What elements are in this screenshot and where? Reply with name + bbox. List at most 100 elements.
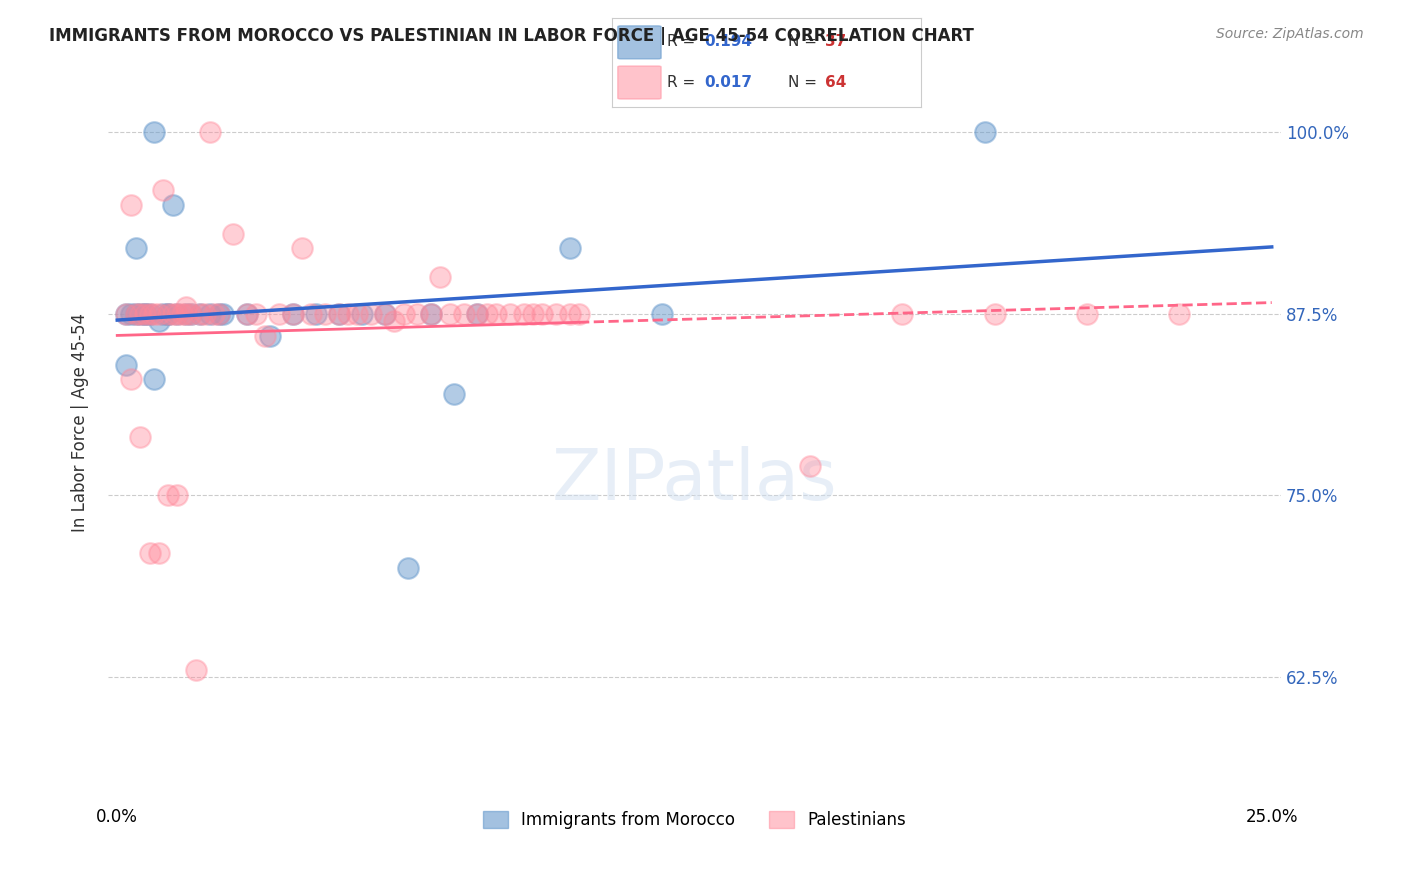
Point (558, 241, 581, 255)
Point (184, 663, 207, 677)
Point (799, 459, 821, 474)
Point (198, 307, 221, 321)
Point (350, 307, 373, 321)
Point (134, 307, 156, 321)
FancyBboxPatch shape (617, 26, 661, 59)
Y-axis label: In Labor Force | Age 45-54: In Labor Force | Age 45-54 (72, 313, 89, 533)
Point (125, 241, 148, 255)
Text: IMMIGRANTS FROM MOROCCO VS PALESTINIAN IN LABOR FORCE | AGE 45-54 CORRELATION CH: IMMIGRANTS FROM MOROCCO VS PALESTINIAN I… (49, 27, 974, 45)
Point (558, 307, 581, 321)
Point (374, 307, 396, 321)
Point (166, 307, 188, 321)
Point (281, 307, 304, 321)
Point (475, 307, 498, 321)
Point (499, 307, 522, 321)
Point (1168, 307, 1191, 321)
Point (120, 307, 142, 321)
Point (314, 307, 336, 321)
Point (115, 307, 138, 321)
Point (120, 198, 142, 212)
Point (120, 372, 142, 386)
Point (115, 358, 138, 372)
Text: ZIPatlas: ZIPatlas (551, 446, 838, 516)
Point (138, 546, 160, 560)
Text: 25.0%: 25.0% (1246, 807, 1298, 826)
Point (152, 307, 174, 321)
Point (170, 307, 193, 321)
Point (188, 307, 211, 321)
Point (453, 307, 475, 321)
Point (512, 307, 534, 321)
Point (148, 307, 170, 321)
Point (305, 307, 328, 321)
Point (143, 372, 166, 386)
Point (157, 307, 180, 321)
FancyBboxPatch shape (617, 66, 661, 99)
Point (208, 307, 231, 321)
Text: 0.017: 0.017 (704, 75, 752, 89)
Point (129, 307, 152, 321)
Point (544, 307, 567, 321)
Point (429, 270, 451, 285)
Point (235, 307, 257, 321)
Text: N =: N = (787, 75, 821, 89)
Point (162, 307, 184, 321)
Point (1076, 307, 1098, 321)
Point (382, 314, 405, 328)
Point (134, 307, 156, 321)
Point (166, 488, 188, 502)
Point (188, 307, 211, 321)
Point (202, 307, 225, 321)
Point (180, 307, 202, 321)
Point (467, 307, 489, 321)
Point (253, 328, 276, 343)
Point (420, 307, 443, 321)
Point (281, 307, 304, 321)
Point (138, 307, 160, 321)
Point (208, 307, 231, 321)
Point (485, 307, 508, 321)
Point (152, 183, 174, 197)
Text: 0.194: 0.194 (704, 35, 752, 49)
Point (346, 307, 368, 321)
Point (143, 307, 166, 321)
Point (235, 307, 257, 321)
Text: 0.0%: 0.0% (96, 807, 138, 826)
Point (531, 307, 554, 321)
Point (267, 307, 290, 321)
Point (194, 307, 217, 321)
Point (374, 307, 396, 321)
Point (983, 307, 1005, 321)
Text: 37: 37 (825, 35, 846, 49)
Point (134, 307, 156, 321)
Text: R =: R = (668, 75, 700, 89)
Point (259, 328, 281, 343)
Point (467, 307, 489, 321)
Point (162, 198, 184, 212)
Point (221, 227, 243, 241)
Point (396, 561, 419, 575)
Point (443, 386, 465, 401)
Point (129, 307, 152, 321)
Point (420, 307, 443, 321)
Point (406, 307, 429, 321)
Point (392, 307, 415, 321)
Point (143, 125, 166, 139)
Point (176, 307, 198, 321)
Point (115, 307, 138, 321)
Point (337, 307, 360, 321)
Point (176, 300, 198, 314)
Point (125, 307, 148, 321)
Point (439, 307, 461, 321)
Point (129, 430, 152, 444)
Point (212, 307, 235, 321)
Point (166, 307, 188, 321)
Point (360, 307, 382, 321)
Point (157, 307, 180, 321)
Point (245, 307, 267, 321)
Text: N =: N = (787, 35, 821, 49)
Text: Source: ZipAtlas.com: Source: ZipAtlas.com (1216, 27, 1364, 41)
Point (180, 307, 202, 321)
Point (891, 307, 914, 321)
Point (148, 546, 170, 560)
